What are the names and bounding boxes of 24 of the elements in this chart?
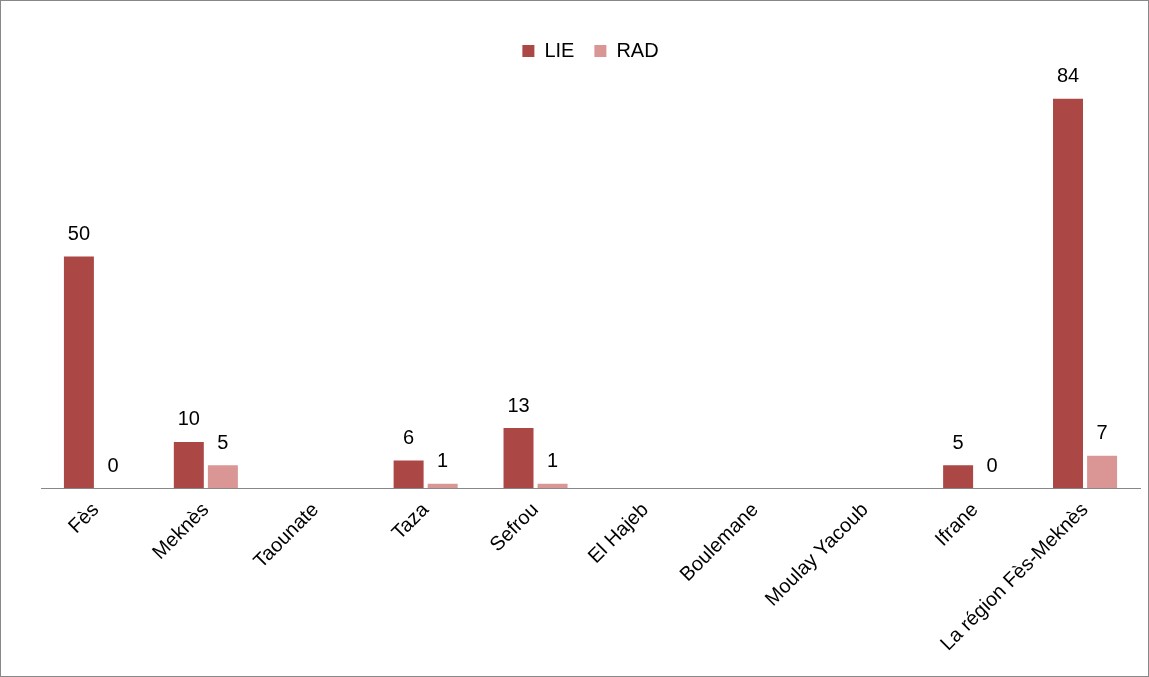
bar [503, 428, 534, 489]
data-label: 0 [107, 453, 119, 476]
bar [393, 460, 424, 489]
legend-label: LIE [544, 38, 575, 61]
data-label: 50 [67, 221, 91, 244]
data-label: 1 [437, 449, 449, 472]
data-label: 7 [1096, 421, 1108, 444]
data-label: 13 [507, 393, 530, 416]
data-label: 1 [547, 449, 559, 472]
data-label: 84 [1056, 64, 1080, 87]
x-tick-label: Fès [63, 497, 103, 538]
bar [943, 465, 974, 489]
data-label: 0 [986, 453, 998, 476]
x-tick-label: Taza [386, 497, 433, 544]
bar [1087, 455, 1118, 489]
legend-label: RAD [616, 38, 659, 61]
data-label: 10 [177, 407, 200, 430]
bar [1053, 98, 1084, 489]
data-label: 5 [217, 430, 229, 453]
data-label: 6 [403, 426, 415, 449]
data-label: 5 [952, 430, 964, 453]
bar [173, 441, 204, 489]
bar [207, 465, 238, 489]
bar [63, 256, 94, 489]
